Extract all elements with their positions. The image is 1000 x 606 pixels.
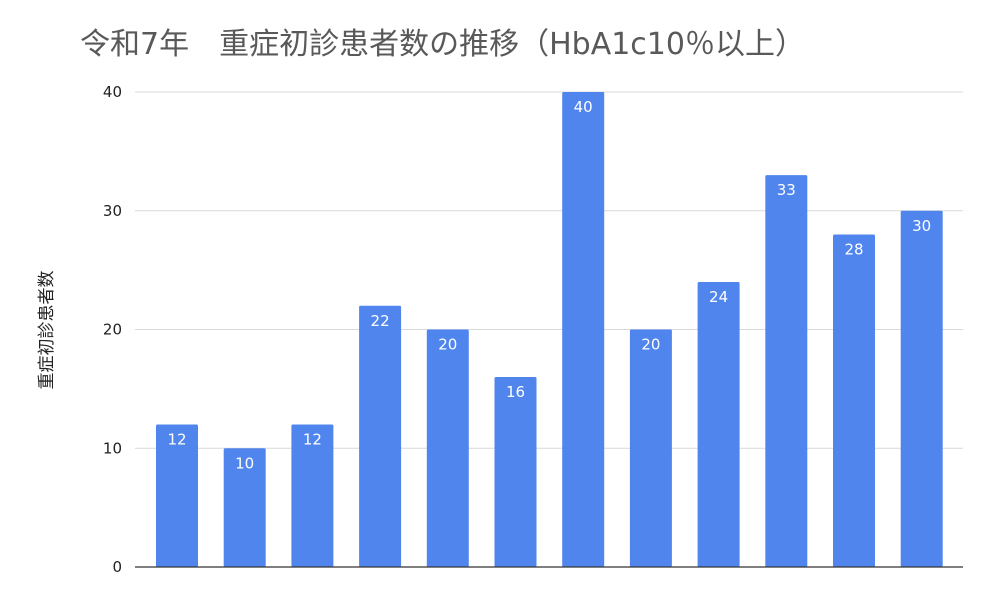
chart-title: 令和7年 重症初診患者数の推移（HbA1c10％以上） xyxy=(80,27,805,62)
bar xyxy=(900,210,943,567)
gridlines xyxy=(135,91,963,449)
y-axis-label: 重症初診患者数 xyxy=(37,271,57,390)
bar xyxy=(494,377,537,567)
bar xyxy=(833,234,875,567)
bar xyxy=(765,175,808,567)
data-labels: 12 10 12 22 20 16 40 20 24 33 28 30 xyxy=(167,98,931,472)
bar xyxy=(697,282,740,567)
y-tick-label: 10 xyxy=(103,439,122,457)
y-tick-label: 30 xyxy=(103,202,122,220)
bar-value-label: 16 xyxy=(506,383,525,401)
bar-value-label: 20 xyxy=(641,336,660,354)
bar xyxy=(223,448,266,567)
bar xyxy=(291,424,334,567)
y-tick-labels: 0 10 20 30 40 xyxy=(103,83,122,576)
bar xyxy=(156,424,198,567)
bar xyxy=(562,92,605,567)
bar-value-label: 10 xyxy=(235,454,254,472)
bar-value-label: 30 xyxy=(912,217,931,235)
bar-value-label: 33 xyxy=(777,181,796,199)
bar-value-label: 20 xyxy=(438,336,457,354)
bar-value-label: 12 xyxy=(303,431,322,449)
y-tick-label: 0 xyxy=(112,558,122,576)
bar-value-label: 12 xyxy=(167,431,186,449)
bar-value-label: 28 xyxy=(844,241,863,259)
bars xyxy=(156,92,943,567)
bar xyxy=(629,329,672,567)
y-tick-label: 20 xyxy=(103,321,122,339)
bar-value-label: 24 xyxy=(709,288,728,306)
y-tick-label: 40 xyxy=(103,83,122,101)
bar xyxy=(426,329,469,567)
bar-value-label: 40 xyxy=(574,98,593,116)
bar xyxy=(359,305,402,567)
bar-value-label: 22 xyxy=(371,312,390,330)
